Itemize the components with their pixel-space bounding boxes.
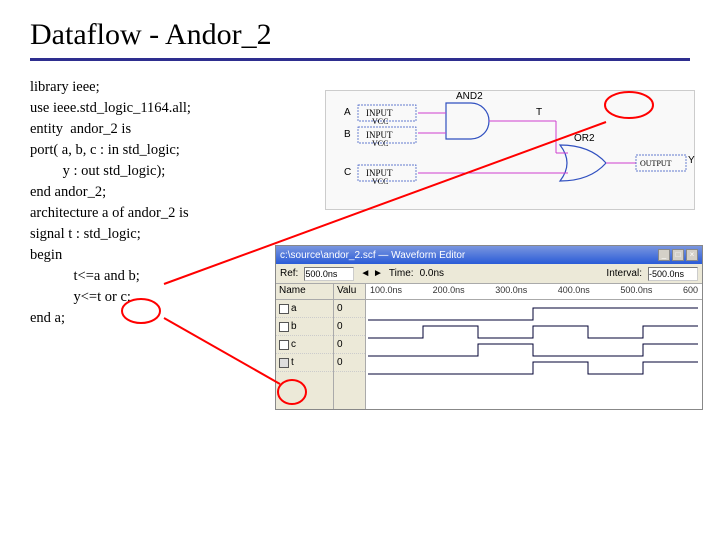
signal-name: c [291,339,296,350]
signal-value: 0 [334,300,365,318]
time-axis: 100.0ns 200.0ns 300.0ns 400.0ns 500.0ns 600 [366,284,702,300]
interval-input[interactable] [648,267,698,281]
signal-name: a [291,303,297,314]
wire-label-y: Y [688,155,695,166]
waveform-trace [368,362,698,374]
waveform-titlebar: c:\source\andor_2.scf — Waveform Editor … [276,246,702,264]
waveform-plot: 100.0ns 200.0ns 300.0ns 400.0ns 500.0ns 600 [366,284,702,409]
port-label-c: C [344,167,351,178]
values-header: Valu [334,284,365,300]
waveform-trace [368,308,698,320]
waveform-trace [368,344,698,356]
waveform-trace [368,326,698,338]
input-pin-icon [279,304,289,314]
signal-name-row[interactable]: c [276,336,333,354]
wire-label-t: T [536,107,542,118]
time-tick: 200.0ns [433,285,465,298]
svg-text:VCC: VCC [372,177,388,186]
signal-name: t [291,357,294,368]
waveform-title: c:\source\andor_2.scf — Waveform Editor [280,250,465,261]
time-tick: 300.0ns [495,285,527,298]
waveform-values-col: Valu 0000 [334,284,366,409]
time-tick: 100.0ns [370,285,402,298]
svg-text:VCC: VCC [372,139,388,148]
port-label-b: B [344,129,351,140]
time-tick: 600 [683,285,698,298]
input-pin-icon [279,322,289,332]
waveform-window: c:\source\andor_2.scf — Waveform Editor … [275,245,703,410]
schematic-svg: INPUT VCC INPUT VCC INPUT VCC [326,91,696,211]
waveform-toolbar: Ref: ◄ ► Time: 0.0ns Interval: [276,264,702,284]
svg-text:VCC: VCC [372,117,388,126]
maximize-icon[interactable]: □ [672,249,684,261]
output-tag: OUTPUT [640,159,672,168]
time-tick: 500.0ns [620,285,652,298]
time-tick: 400.0ns [558,285,590,298]
schematic-diagram: INPUT VCC INPUT VCC INPUT VCC [325,90,695,210]
signal-name-row[interactable]: t [276,354,333,372]
names-header: Name [276,284,333,300]
signal-value: 0 [334,336,365,354]
time-label: Time: [389,268,414,279]
signal-name: b [291,321,297,332]
port-label-a: A [344,107,351,118]
gate-label-or: OR2 [574,133,595,144]
ref-input[interactable] [304,267,354,281]
signal-value: 0 [334,318,365,336]
input-pin-icon [279,340,289,350]
signal-name-row[interactable]: a [276,300,333,318]
close-icon[interactable]: × [686,249,698,261]
gate-label-and: AND2 [456,91,483,102]
signal-name-row[interactable]: b [276,318,333,336]
waveform-names-col: Name abct [276,284,334,409]
minimize-icon[interactable]: _ [658,249,670,261]
ref-label: Ref: [280,268,298,279]
slide-title: Dataflow - Andor_2 [30,18,690,61]
output-pin-icon [279,358,289,368]
toolbar-arrows[interactable]: ◄ ► [360,268,383,279]
signal-value: 0 [334,354,365,372]
interval-label: Interval: [606,268,642,279]
time-value: 0.0ns [420,268,444,279]
